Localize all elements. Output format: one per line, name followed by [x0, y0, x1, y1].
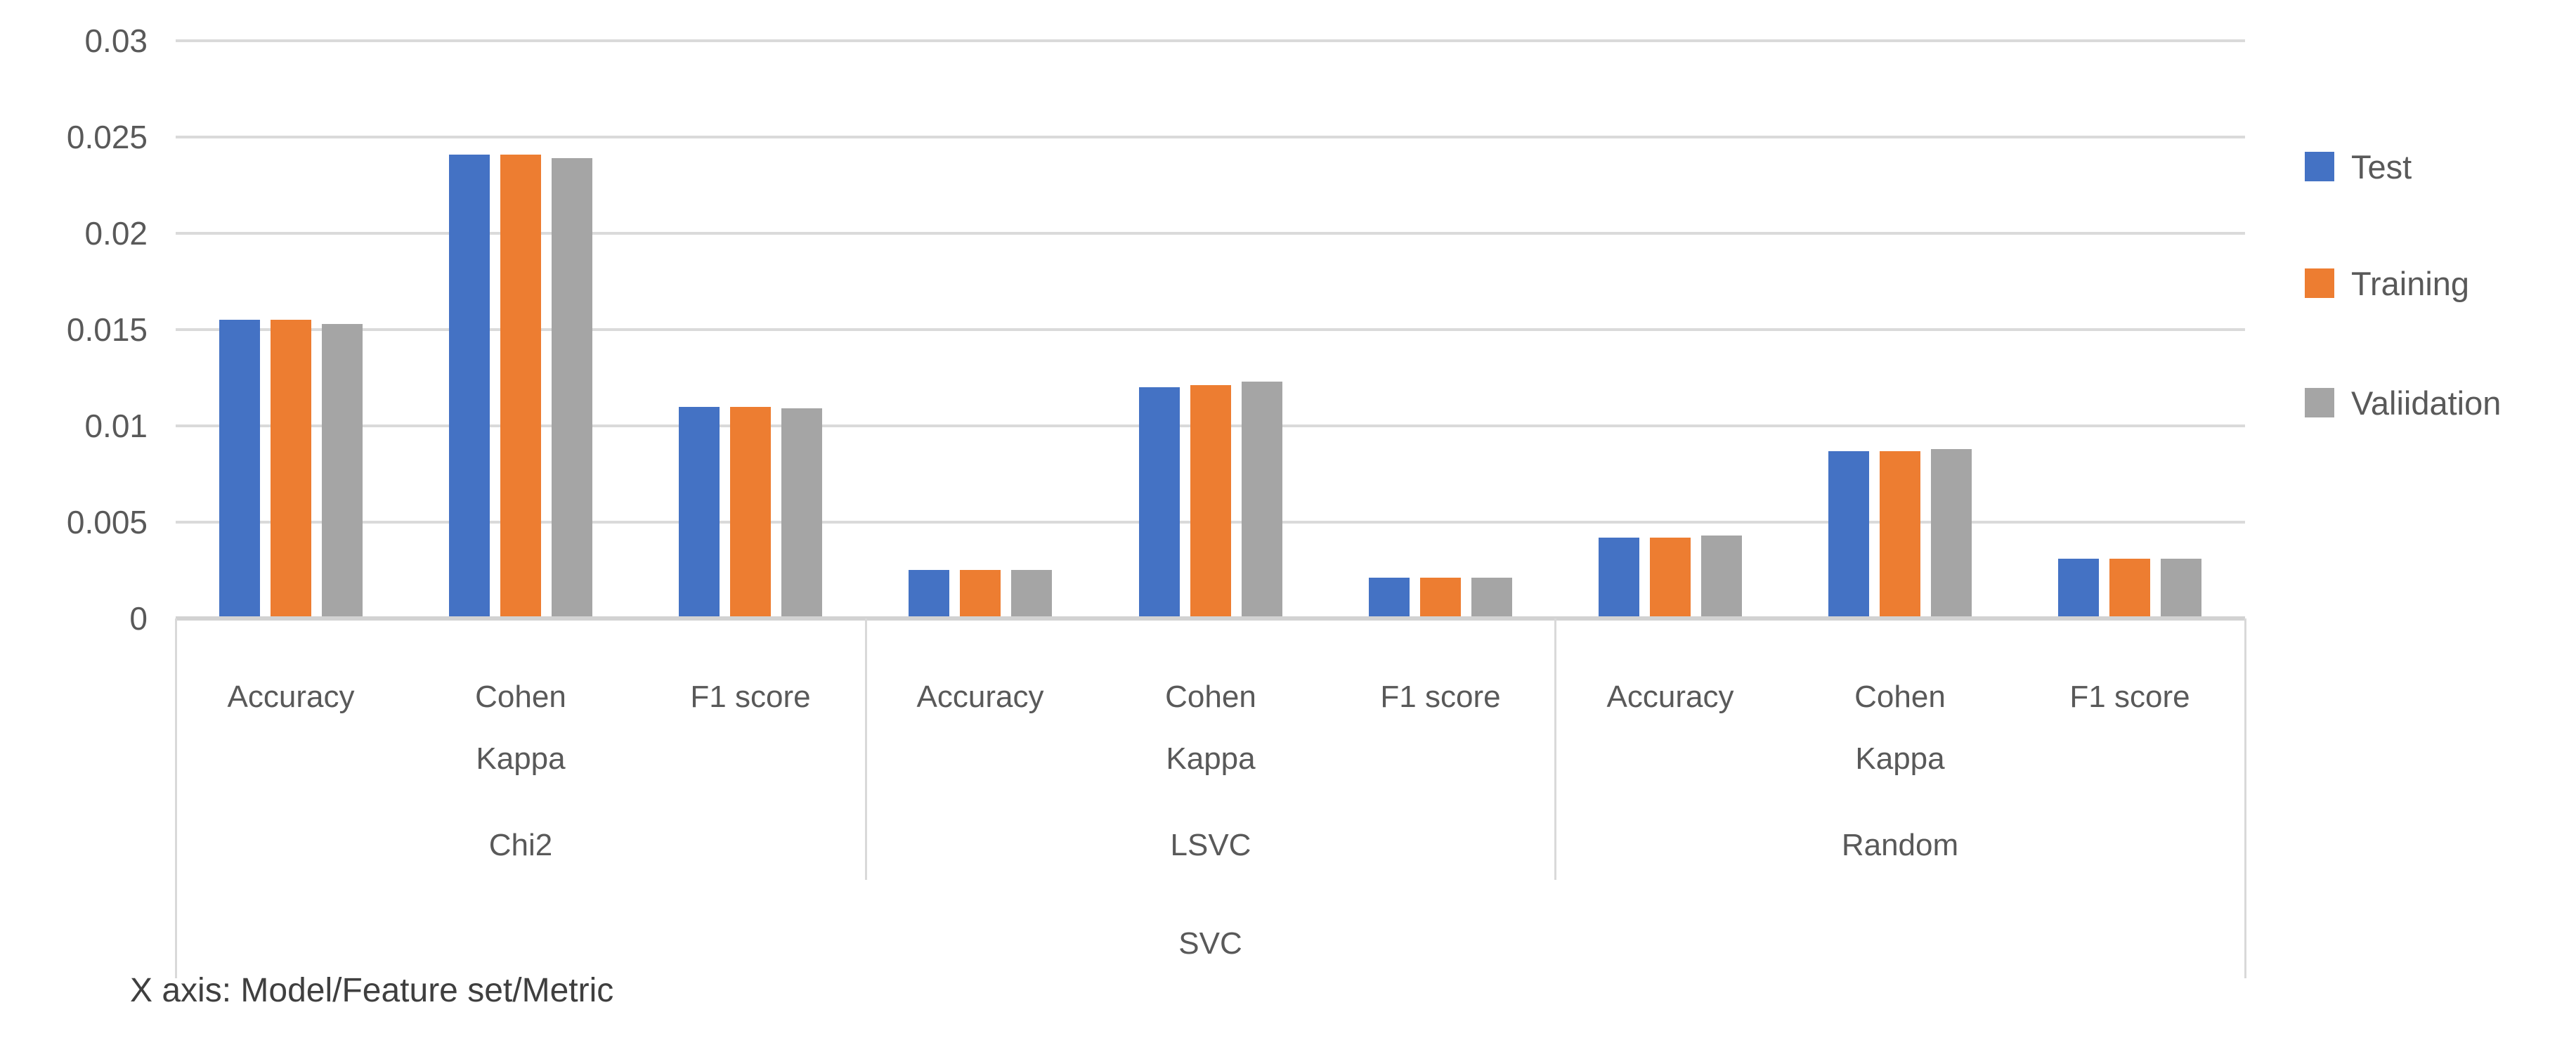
y-axis-tick-label: 0.005: [66, 504, 148, 540]
bar-test: [679, 407, 720, 618]
gridline: [176, 328, 2245, 331]
legend-label: Test: [2351, 148, 2412, 186]
category-divider: [865, 618, 867, 880]
legend-item-test: Test: [2305, 145, 2412, 188]
bar-test: [219, 320, 260, 618]
bar-valiidation: [322, 324, 363, 618]
bar-training: [271, 320, 311, 618]
y-axis-tick-label: 0.015: [66, 311, 148, 348]
bar-training: [2109, 559, 2150, 618]
legend-label: Training: [2351, 264, 2470, 302]
x-axis-metric-label: F1 score: [2069, 680, 2190, 714]
gridline: [176, 136, 2245, 138]
bar-training: [1650, 538, 1691, 618]
legend-item-valiidation: Valiidation: [2305, 381, 2501, 424]
y-axis-tick-label: 0.02: [84, 215, 148, 252]
bar-valiidation: [2161, 559, 2201, 618]
category-table-border: [175, 618, 177, 978]
bar-training: [730, 407, 771, 618]
bar-training: [500, 155, 541, 618]
x-axis-metric-label: F1 score: [1380, 680, 1501, 714]
x-axis-metric-label: Cohen Kappa: [1165, 680, 1256, 776]
y-axis-tick-label: 0.025: [66, 119, 148, 155]
bar-test: [909, 570, 949, 618]
bar-valiidation: [1011, 570, 1052, 618]
x-axis-metric-label: F1 score: [690, 680, 811, 714]
x-axis-metric-label: Cohen Kappa: [1854, 680, 1946, 776]
bar-valiidation: [781, 408, 822, 618]
x-axis-footnote: X axis: Model/Feature set/Metric: [130, 972, 614, 1009]
bar-training: [1190, 385, 1231, 618]
x-axis-line: [176, 616, 2245, 621]
x-axis-metric-label: Cohen Kappa: [475, 680, 566, 776]
legend-swatch: [2305, 268, 2334, 298]
bar-valiidation: [1931, 449, 1972, 618]
bar-test: [1369, 578, 1410, 618]
y-axis-tick-label: 0.01: [84, 408, 148, 444]
gridline: [176, 232, 2245, 235]
y-axis-tick-label: 0: [129, 600, 148, 637]
bar-test: [1139, 387, 1180, 618]
x-axis-featureset-label: Chi2: [488, 828, 553, 862]
bar-valiidation: [1701, 536, 1742, 618]
legend-item-training: Training: [2305, 261, 2469, 305]
x-axis-featureset-label: LSVC: [1170, 828, 1251, 862]
bar-training: [1420, 578, 1461, 618]
x-axis-model-label: SVC: [1178, 926, 1242, 961]
legend-label: Valiidation: [2351, 384, 2502, 422]
bar-valiidation: [1471, 578, 1512, 618]
bar-test: [2058, 559, 2099, 618]
category-table-border: [2244, 618, 2246, 978]
bar-valiidation: [1242, 382, 1282, 618]
bar-test: [1599, 538, 1639, 618]
x-axis-metric-label: Accuracy: [1606, 680, 1734, 714]
gridline: [176, 39, 2245, 42]
bar-test: [1828, 451, 1869, 618]
legend-swatch: [2305, 388, 2334, 417]
legend-swatch: [2305, 152, 2334, 181]
bar-training: [1880, 451, 1920, 618]
x-axis-featureset-label: Random: [1841, 828, 1959, 862]
bar-training: [960, 570, 1001, 618]
category-divider: [1554, 618, 1556, 880]
y-axis-tick-label: 0.03: [84, 22, 148, 59]
x-axis-metric-label: Accuracy: [227, 680, 355, 714]
bar-valiidation: [552, 158, 592, 618]
bar-test: [449, 155, 490, 618]
x-axis-metric-label: Accuracy: [916, 680, 1044, 714]
